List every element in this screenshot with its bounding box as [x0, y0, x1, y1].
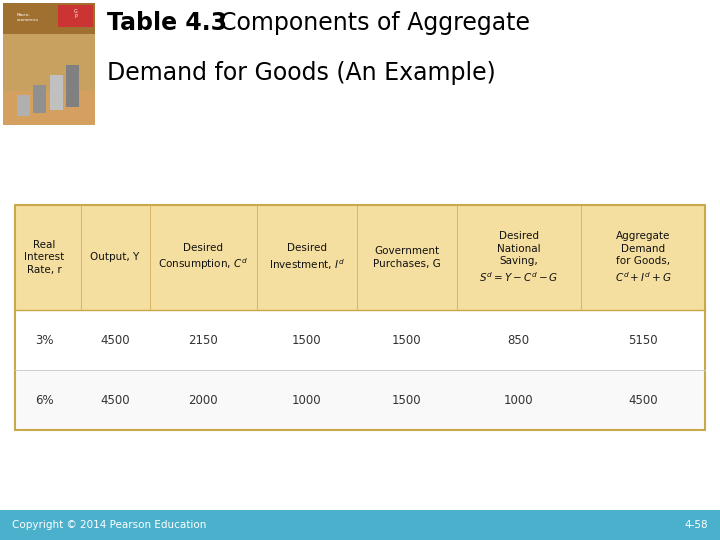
Bar	[3, 3, 95, 33]
Text: Copyright © 2014 Pearson Education: Copyright © 2014 Pearson Education	[12, 520, 207, 530]
Bar	[3, 3, 95, 125]
Text: 1500: 1500	[292, 334, 321, 347]
Bar	[66, 65, 79, 107]
Text: Demand for Goods (An Example): Demand for Goods (An Example)	[107, 61, 496, 85]
Text: 2150: 2150	[188, 334, 218, 347]
Bar	[15, 205, 705, 430]
Text: 2000: 2000	[188, 394, 218, 407]
Text: 1000: 1000	[292, 394, 321, 407]
Bar	[15, 205, 705, 310]
Text: Real
Interest
Rate, r: Real Interest Rate, r	[24, 240, 65, 275]
Bar	[33, 85, 46, 113]
Text: 1500: 1500	[392, 394, 421, 407]
Text: Table 4.3: Table 4.3	[107, 11, 227, 35]
Bar	[15, 310, 705, 370]
Text: 4-58: 4-58	[685, 520, 708, 530]
Text: 6%: 6%	[35, 394, 54, 407]
Text: Desired
Investment, $I^d$: Desired Investment, $I^d$	[269, 243, 344, 272]
Text: 5150: 5150	[628, 334, 657, 347]
Bar	[50, 75, 63, 110]
Bar	[15, 370, 705, 430]
Text: 3%: 3%	[35, 334, 54, 347]
Text: 850: 850	[508, 334, 530, 347]
Text: 4500: 4500	[100, 334, 130, 347]
Text: 4500: 4500	[628, 394, 657, 407]
Text: Output, Y: Output, Y	[91, 253, 140, 262]
Text: 1000: 1000	[504, 394, 534, 407]
Text: Macro-
economics: Macro- economics	[17, 14, 39, 22]
Text: Desired
Consumption, $C^d$: Desired Consumption, $C^d$	[158, 242, 248, 273]
Bar	[3, 91, 95, 125]
Text: 1500: 1500	[392, 334, 421, 347]
Text: Aggregate
Demand
for Goods,
$C^d + I^d + G$: Aggregate Demand for Goods, $C^d + I^d +…	[615, 231, 671, 284]
Bar	[0, 510, 720, 540]
Text: Desired
National
Saving,
$S^d = Y - C^d - G$: Desired National Saving, $S^d = Y - C^d …	[479, 231, 558, 284]
Text: 4500: 4500	[100, 394, 130, 407]
Text: Government
Purchases, G: Government Purchases, G	[373, 246, 441, 269]
Bar	[17, 94, 30, 116]
Text: Components of Aggregate: Components of Aggregate	[205, 11, 530, 35]
Bar	[58, 5, 93, 27]
Text: G
P: G P	[74, 9, 78, 19]
